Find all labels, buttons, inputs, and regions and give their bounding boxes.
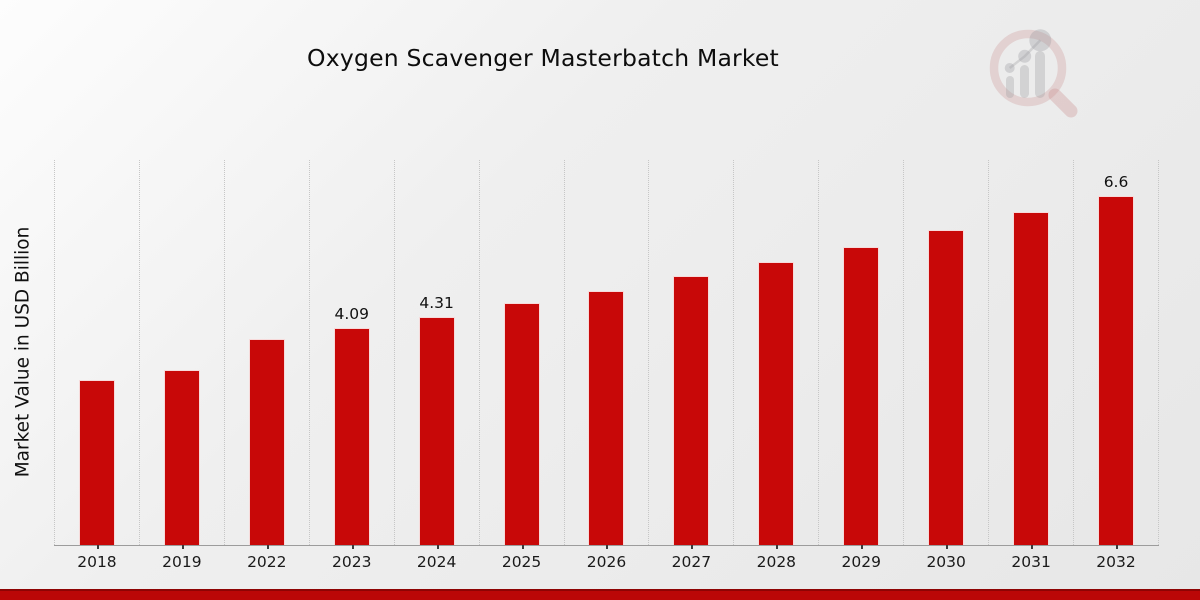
bar-cell: 2026 <box>563 160 649 571</box>
bar-cell: 2027 <box>648 160 733 571</box>
x-tick-label: 2026 <box>586 553 627 571</box>
bar-2025 <box>503 303 540 545</box>
x-axis-tick <box>521 545 524 549</box>
x-axis-tick <box>691 545 694 549</box>
x-tick-label: 2019 <box>162 553 202 571</box>
bar-cell: 2031 <box>988 160 1073 571</box>
x-axis-tick <box>1116 545 1119 549</box>
y-axis-label: Market Value in USD Billion <box>12 226 34 478</box>
magnifier-bar-chart-logo-icon <box>989 29 1078 118</box>
bar-2032 <box>1098 196 1135 545</box>
bar-cell: 4.09 2023 <box>308 160 394 571</box>
logo-bars <box>1006 51 1045 98</box>
x-axis-tick <box>946 545 949 549</box>
x-tick-label: 2031 <box>1011 553 1051 571</box>
bar-2018 <box>78 380 115 545</box>
magnifier-lens <box>989 29 1078 118</box>
bar-cell: 2022 <box>223 160 309 571</box>
x-tick-label: 2023 <box>331 553 372 571</box>
x-axis-tick <box>266 545 269 549</box>
bar-value-label: 4.09 <box>334 305 369 323</box>
x-tick-label: 2025 <box>501 553 542 571</box>
bar-2030 <box>928 230 965 545</box>
bar-cell: 2018 <box>54 160 139 571</box>
bar-2023 <box>333 328 370 545</box>
x-tick-label: 2032 <box>1096 553 1136 571</box>
x-axis-tick <box>436 545 439 549</box>
bar-2024 <box>418 317 455 545</box>
bar-2029 <box>843 247 880 545</box>
x-tick-label: 2027 <box>671 553 712 571</box>
x-axis-tick <box>351 545 354 549</box>
bar-2022 <box>248 339 285 545</box>
bar-cell: 2030 <box>903 160 988 571</box>
x-axis-tick <box>861 545 864 549</box>
x-axis-tick <box>606 545 609 549</box>
x-tick-label: 2022 <box>247 553 287 571</box>
bar-cell: 4.31 2024 <box>393 160 479 571</box>
bar-cell: 2028 <box>733 160 818 571</box>
bar-value-label: 6.6 <box>1103 173 1129 191</box>
bar-2028 <box>758 262 795 545</box>
bar-2031 <box>1013 212 1050 545</box>
bar-value-label: 4.31 <box>419 294 454 312</box>
x-axis-tick <box>776 545 779 549</box>
bar-2019 <box>163 370 200 545</box>
x-tick-label: 2018 <box>77 553 117 571</box>
x-tick-label: 2024 <box>416 553 457 571</box>
bar-2026 <box>588 291 625 545</box>
bar-cell: 2025 <box>478 160 564 571</box>
x-tick-label: 2029 <box>841 553 881 571</box>
logo-trend <box>1004 29 1052 73</box>
bar-2027 <box>673 276 710 545</box>
bar-cell: 2029 <box>818 160 903 571</box>
x-tick-label: 2030 <box>926 553 966 571</box>
bar-cell: 6.6 2032 <box>1073 160 1159 571</box>
chart-title: Oxygen Scavenger Masterbatch Market <box>307 44 779 72</box>
plot-area: 2018 2019 2022 4.09 2023 4.31 2024 2025 2026 2027… <box>54 160 1159 571</box>
footer-band <box>0 589 1200 600</box>
x-axis-tick <box>96 545 99 549</box>
x-tick-label: 2028 <box>756 553 797 571</box>
x-axis-tick <box>181 545 184 549</box>
x-axis-tick <box>1031 545 1034 549</box>
bar-cell: 2019 <box>138 160 224 571</box>
